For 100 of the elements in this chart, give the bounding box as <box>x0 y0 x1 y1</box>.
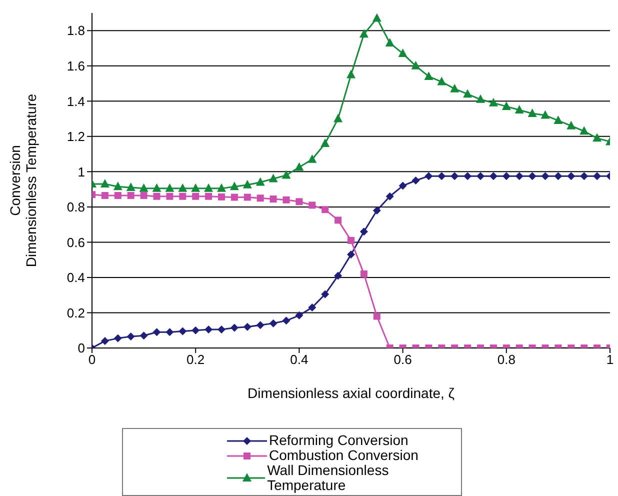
point <box>256 321 264 330</box>
point <box>100 336 109 345</box>
point <box>360 228 368 236</box>
point <box>140 332 148 340</box>
point <box>347 250 355 259</box>
point <box>372 206 381 214</box>
point <box>217 183 226 192</box>
point <box>322 206 329 214</box>
point <box>450 84 460 92</box>
legend-label: Wall Dimensionless Temperature <box>267 462 390 493</box>
point <box>242 180 252 188</box>
point <box>359 29 368 38</box>
point <box>463 89 472 98</box>
point <box>464 172 472 180</box>
point <box>308 303 316 312</box>
point <box>282 196 290 204</box>
point <box>554 172 562 180</box>
point <box>294 162 304 171</box>
point <box>398 182 407 190</box>
x-tick-label: 0.6 <box>394 352 412 368</box>
point <box>515 172 524 180</box>
point <box>282 316 290 325</box>
point <box>398 48 408 58</box>
point <box>346 70 356 78</box>
point <box>165 183 174 192</box>
y-tick-label: 1 <box>78 164 85 180</box>
point <box>204 325 213 334</box>
y-tick-label: 0.2 <box>66 305 85 320</box>
point <box>386 192 394 200</box>
point <box>424 172 433 180</box>
point <box>476 172 484 180</box>
point <box>113 182 122 190</box>
point <box>593 172 602 180</box>
point <box>580 172 588 180</box>
y-tick-label: 1.6 <box>66 58 85 74</box>
point <box>334 272 342 280</box>
point <box>114 192 122 199</box>
point <box>100 179 110 188</box>
y-tick-label: 0.4 <box>66 270 85 286</box>
point <box>114 334 122 342</box>
point <box>489 172 498 180</box>
point <box>360 270 368 278</box>
y-tick-label: 0.6 <box>66 234 85 250</box>
point <box>295 311 304 320</box>
point <box>308 202 316 209</box>
point <box>270 196 277 203</box>
point <box>320 138 330 147</box>
point <box>178 327 187 336</box>
x-tick-label: 0.8 <box>497 352 516 368</box>
point <box>514 104 524 114</box>
point <box>372 13 382 22</box>
point <box>554 116 563 124</box>
point <box>178 183 188 192</box>
point <box>412 176 420 184</box>
point <box>567 172 576 180</box>
point <box>450 172 459 180</box>
point <box>126 182 136 192</box>
point <box>192 192 200 200</box>
x-tick-label: 0 <box>88 352 96 368</box>
point <box>166 192 174 200</box>
point <box>580 126 589 135</box>
point <box>488 98 498 106</box>
x-tick-label: 0.4 <box>290 352 308 368</box>
point <box>204 183 214 192</box>
point <box>218 193 225 200</box>
point <box>192 326 200 334</box>
point <box>126 332 135 341</box>
point <box>256 194 264 202</box>
y-tick-label: 1.4 <box>66 94 85 109</box>
point <box>541 172 550 180</box>
point <box>348 236 354 244</box>
point <box>244 194 251 201</box>
point <box>268 174 278 182</box>
point <box>424 71 434 80</box>
point <box>334 216 342 224</box>
point <box>256 177 265 186</box>
point <box>502 101 511 110</box>
point <box>243 322 252 331</box>
point <box>205 192 212 200</box>
point <box>230 324 238 332</box>
point <box>179 192 186 200</box>
point <box>437 76 446 86</box>
point <box>334 114 343 122</box>
point <box>152 328 161 336</box>
point <box>230 182 239 190</box>
point <box>139 183 148 192</box>
x-tick-label: 1 <box>606 352 614 368</box>
point <box>540 110 550 119</box>
point <box>218 325 226 334</box>
point <box>411 60 420 70</box>
x-axis-title: Dimensionless axial coordinate, ζ <box>248 384 454 401</box>
point <box>127 192 134 199</box>
x-tick-label: 0.2 <box>186 352 205 368</box>
point <box>438 172 446 180</box>
point <box>269 319 278 328</box>
point <box>282 170 291 179</box>
point <box>152 183 162 192</box>
legend-label: Combustion Conversion <box>269 447 418 463</box>
point <box>308 154 317 163</box>
y-tick-label: 0 <box>78 340 85 356</box>
